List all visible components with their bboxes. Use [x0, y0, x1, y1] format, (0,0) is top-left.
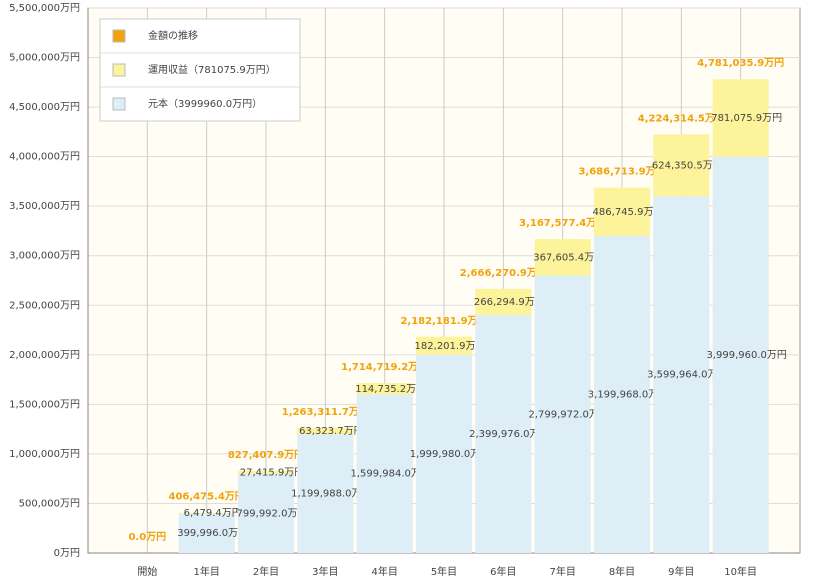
total-label: 2,182,181.9万円: [400, 315, 487, 327]
y-tick-label: 2,500,000万円: [9, 300, 80, 311]
y-tick-label: 1,000,000万円: [9, 449, 80, 460]
value-label: 486,745.9万円: [593, 207, 664, 218]
value-label: 624,350.5万円: [652, 160, 723, 171]
bar-segment: [356, 383, 413, 395]
x-tick-label: 10年目: [724, 565, 757, 578]
total-label: 1,263,311.7万円: [282, 406, 369, 418]
total-label: 827,407.9万円: [228, 449, 304, 461]
x-tick-label: 1年目: [193, 565, 219, 578]
y-tick-label: 5,500,000万円: [9, 3, 80, 14]
value-label: 1,199,988.0万円: [291, 489, 371, 500]
bar-segment: [416, 354, 472, 553]
value-label: 799,992.0万円: [237, 508, 308, 519]
legend-label: 金額の推移: [148, 29, 198, 42]
value-label: 781,075.9万円: [711, 113, 782, 124]
value-label: 399,996.0万円: [177, 528, 248, 539]
x-tick-label: 4年目: [371, 565, 397, 578]
value-label: 182,201.9万円: [415, 341, 486, 352]
bar-segment: [416, 336, 472, 355]
bar-segment: [356, 394, 413, 553]
x-tick-label: 9年目: [668, 565, 694, 578]
bar-segment: [297, 434, 354, 553]
bar-segment: [178, 512, 235, 514]
legend-box: [99, 18, 301, 122]
value-label: 63,323.7万円: [299, 426, 364, 437]
x-tick-label: 2年目: [253, 565, 279, 578]
legend-label: 元本（3999960.0万円）: [148, 97, 262, 110]
bar-segment: [475, 315, 532, 553]
x-tick-label: 6年目: [490, 565, 516, 578]
bar-segment: [534, 275, 591, 553]
total-label: 0.0万円: [128, 531, 166, 543]
legend-swatch: [112, 97, 126, 111]
legend-swatch: [112, 29, 126, 43]
bar-segment: [178, 513, 235, 553]
bar-segment: [594, 235, 650, 553]
bar-segment: [238, 471, 294, 474]
value-label: 114,735.2万円: [355, 384, 426, 395]
bar-segment: [712, 79, 769, 157]
x-tick-label: 開始: [137, 565, 157, 578]
y-tick-label: 2,000,000万円: [9, 350, 80, 361]
legend-label: 運用収益（781075.9万円）: [148, 63, 276, 76]
total-label: 2,666,270.9万円: [460, 267, 547, 279]
total-label: 406,475.4万円: [169, 491, 245, 503]
value-label: 367,605.4万円: [533, 252, 604, 263]
total-label: 4,781,035.9万円: [697, 57, 784, 69]
x-tick-label: 5年目: [431, 565, 457, 578]
bar-segment: [594, 187, 650, 236]
bar-segment: [712, 156, 769, 553]
y-tick-label: 5,000,000万円: [9, 53, 80, 64]
total-label: 4,224,314.5万円: [638, 112, 725, 124]
y-tick-label: 4,500,000万円: [9, 102, 80, 113]
value-label: 1,599,984.0万円: [350, 469, 430, 480]
total-label: 1,714,719.2万円: [341, 361, 428, 373]
value-label: 6,479.4万円: [184, 508, 242, 519]
y-tick-label: 500,000万円: [19, 498, 80, 509]
y-tick-label: 0万円: [54, 548, 80, 559]
value-label: 2,799,972.0万円: [528, 409, 608, 420]
bar-segment: [297, 427, 354, 435]
value-label: 3,599,964.0万円: [647, 370, 727, 381]
y-tick-label: 3,500,000万円: [9, 201, 80, 212]
x-tick-label: 3年目: [312, 565, 338, 578]
y-tick-label: 4,000,000万円: [9, 152, 80, 163]
legend-swatch: [112, 63, 126, 77]
bar-segment: [475, 288, 532, 316]
bar-segment: [653, 196, 710, 553]
total-label: 3,686,713.9万円: [578, 166, 665, 178]
value-label: 27,415.9万円: [240, 467, 305, 478]
value-label: 3,199,968.0万円: [588, 389, 668, 400]
bar-segment: [534, 239, 591, 276]
total-label: 3,167,577.4万円: [519, 217, 606, 229]
bar-segment: [653, 134, 710, 197]
y-tick-label: 1,500,000万円: [9, 399, 80, 410]
value-label: 266,294.9万円: [474, 297, 545, 308]
x-tick-label: 8年目: [609, 565, 635, 578]
value-label: 2,399,976.0万円: [469, 429, 549, 440]
bar-segment: [238, 473, 294, 553]
x-tick-label: 7年目: [549, 565, 575, 578]
value-label: 1,999,980.0万円: [410, 449, 490, 460]
y-tick-label: 3,000,000万円: [9, 251, 80, 262]
value-label: 3,999,960.0万円: [706, 350, 786, 361]
